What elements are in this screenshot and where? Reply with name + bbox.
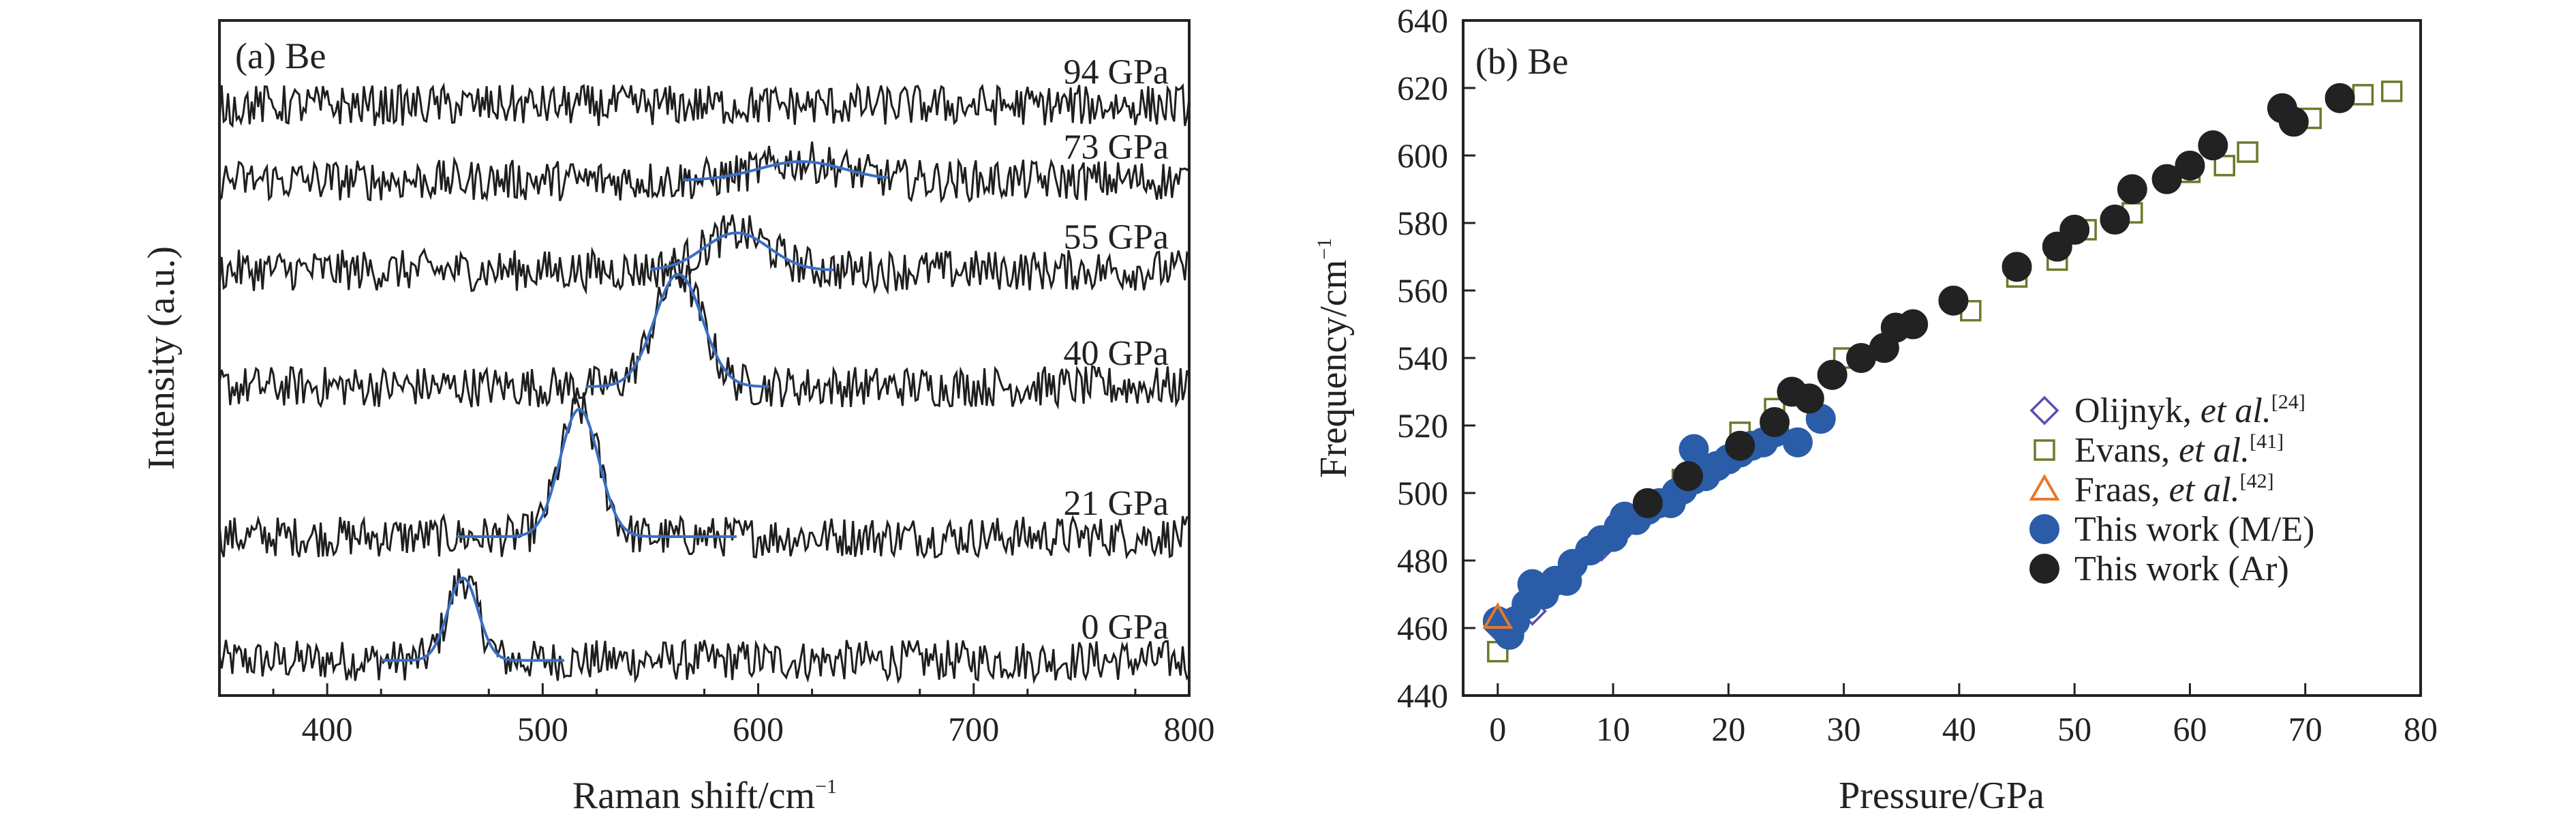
spectrum-trace-5 [218,82,1191,128]
panel-b-x-axis-label: Pressure/GPa [1839,775,2044,817]
point-this-work-ar--17 [2151,164,2182,194]
point-this-work-m-e--29 [1782,427,1813,458]
point-fraas-0 [1482,602,1514,629]
spectrum-trace-0 [218,568,1191,685]
b-x-tick-label-2: 20 [1711,710,1745,748]
raman-traces [218,82,1191,685]
b-x-tick-label-4: 40 [1942,710,1976,748]
b-x-tick-label-6: 60 [2173,710,2207,748]
b-x-tick-label-7: 70 [2288,710,2322,748]
point-this-work-ar--3 [1760,407,1790,438]
pressure-labels: 0 GPa 21 GPa 40 GPa 55 GPa 73 GPa 94 GPa [1063,53,1169,647]
spectrum-trace-2 [218,255,1191,410]
raman-fit-curves [381,160,888,662]
point-this-work-ar--12 [2002,252,2032,282]
pressure-label-2: 40 GPa [1063,334,1169,373]
point-this-work-ar--15 [2100,205,2130,235]
pressure-label-5: 94 GPa [1063,53,1169,92]
legend-label-1: Evans, et al.[41] [2074,430,2284,470]
a-x-tick-label-4: 800 [1164,710,1215,748]
point-this-work-ar--21 [2278,106,2309,137]
a-x-tick-label-3: 700 [948,710,999,748]
panel-a-x-ticks: 400 500 600 700 800 [272,683,1215,748]
legend-label-4: This work (Ar) [2074,550,2289,588]
b-x-tick-label-5: 50 [2057,710,2091,748]
point-this-work-ar--2 [1725,430,1755,461]
b-y-tick-label-0: 440 [1397,676,1448,715]
point-this-work-ar--19 [2198,130,2228,161]
frequency-pressure-chart: 0 10 20 30 40 50 60 70 80 440 460 480 500 520 540 560 58… [1313,1,2438,817]
a-x-tick-label-2: 600 [733,710,784,748]
b-y-tick-label-1: 460 [1397,609,1448,647]
a-x-tick-label-0: 400 [302,710,353,748]
point-evans-14 [2352,84,2374,106]
legend-marker-0 [2029,395,2059,426]
b-y-tick-label-3: 500 [1397,474,1448,512]
pressure-label-0: 0 GPa [1081,608,1169,647]
point-this-work-ar--0 [1632,488,1663,518]
b-x-tick-label-3: 30 [1827,710,1861,748]
legend-marker-2 [2029,473,2060,501]
point-this-work-ar--11 [1938,285,1969,316]
point-this-work-ar--22 [2325,83,2355,113]
legend-marker-3 [2029,514,2059,544]
pressure-label-4: 73 GPa [1063,128,1169,167]
legend-marker-1 [2034,439,2055,461]
legend-marker-4 [2029,554,2059,584]
point-this-work-ar--6 [1817,359,1847,390]
scatter-points [1482,80,2403,663]
b-y-tick-label-4: 520 [1397,406,1448,445]
panel-b-y-axis-label: Frequency/cm−1 [1313,238,1355,478]
b-y-tick-label-8: 600 [1397,136,1448,175]
b-y-tick-label-7: 580 [1397,204,1448,242]
point-evans-15 [2380,80,2403,102]
panel-a-label: (a) Be [235,35,326,76]
fit-curve-2 [585,272,769,388]
pressure-label-1: 21 GPa [1063,484,1169,523]
b-y-tick-label-6: 560 [1397,271,1448,310]
panel-b-label: (b) Be [1475,41,1568,82]
b-y-tick-label-10: 640 [1397,1,1448,40]
point-this-work-ar--18 [2175,150,2205,181]
b-x-tick-label-0: 0 [1489,710,1506,748]
b-x-tick-label-1: 10 [1596,710,1630,748]
panel-a-y-axis-label: Intensity (a.u.) [140,246,183,470]
b-x-tick-label-8: 80 [2404,710,2438,748]
b-y-tick-label-9: 620 [1397,69,1448,107]
raman-spectra-chart: 400 500 600 700 800 0 GPa 21 GPa 40 GPa 55 GPa 7… [140,19,1215,817]
pressure-label-3: 55 GPa [1063,218,1169,257]
point-this-work-ar--16 [2117,174,2147,205]
point-this-work-ar--14 [2059,214,2090,245]
panel-a-x-axis-label: Raman shift/cm−1 [572,775,837,817]
fit-curve-0 [381,576,564,662]
point-evans-12 [2237,141,2258,163]
fit-curve-1 [456,407,737,538]
point-this-work-ar--10 [1898,309,1929,340]
spectrum-trace-3 [218,214,1191,295]
legend-label-3: This work (M/E) [2074,510,2314,549]
point-this-work-ar--1 [1673,461,1704,492]
fit-curve-3 [650,231,834,271]
legend-label-0: Olijnyk, et al.[24] [2074,391,2305,430]
a-x-tick-label-1: 500 [517,710,568,748]
point-evans-11 [2213,155,2235,177]
b-y-tick-label-2: 480 [1397,541,1448,580]
legend: Olijnyk, et al.[24]Evans, et al.[41]Fraa… [2029,391,2314,588]
spectrum-trace-1 [218,392,1190,560]
panel-b-ticks: 0 10 20 30 40 50 60 70 80 440 460 480 500 520 540 560 58… [1397,1,2438,748]
fit-curve-4 [682,160,888,181]
legend-label-2: Fraas, et al.[42] [2074,470,2274,509]
b-y-tick-label-5: 540 [1397,339,1448,377]
point-this-work-ar--5 [1794,383,1824,414]
spectrum-trace-4 [218,141,1191,204]
